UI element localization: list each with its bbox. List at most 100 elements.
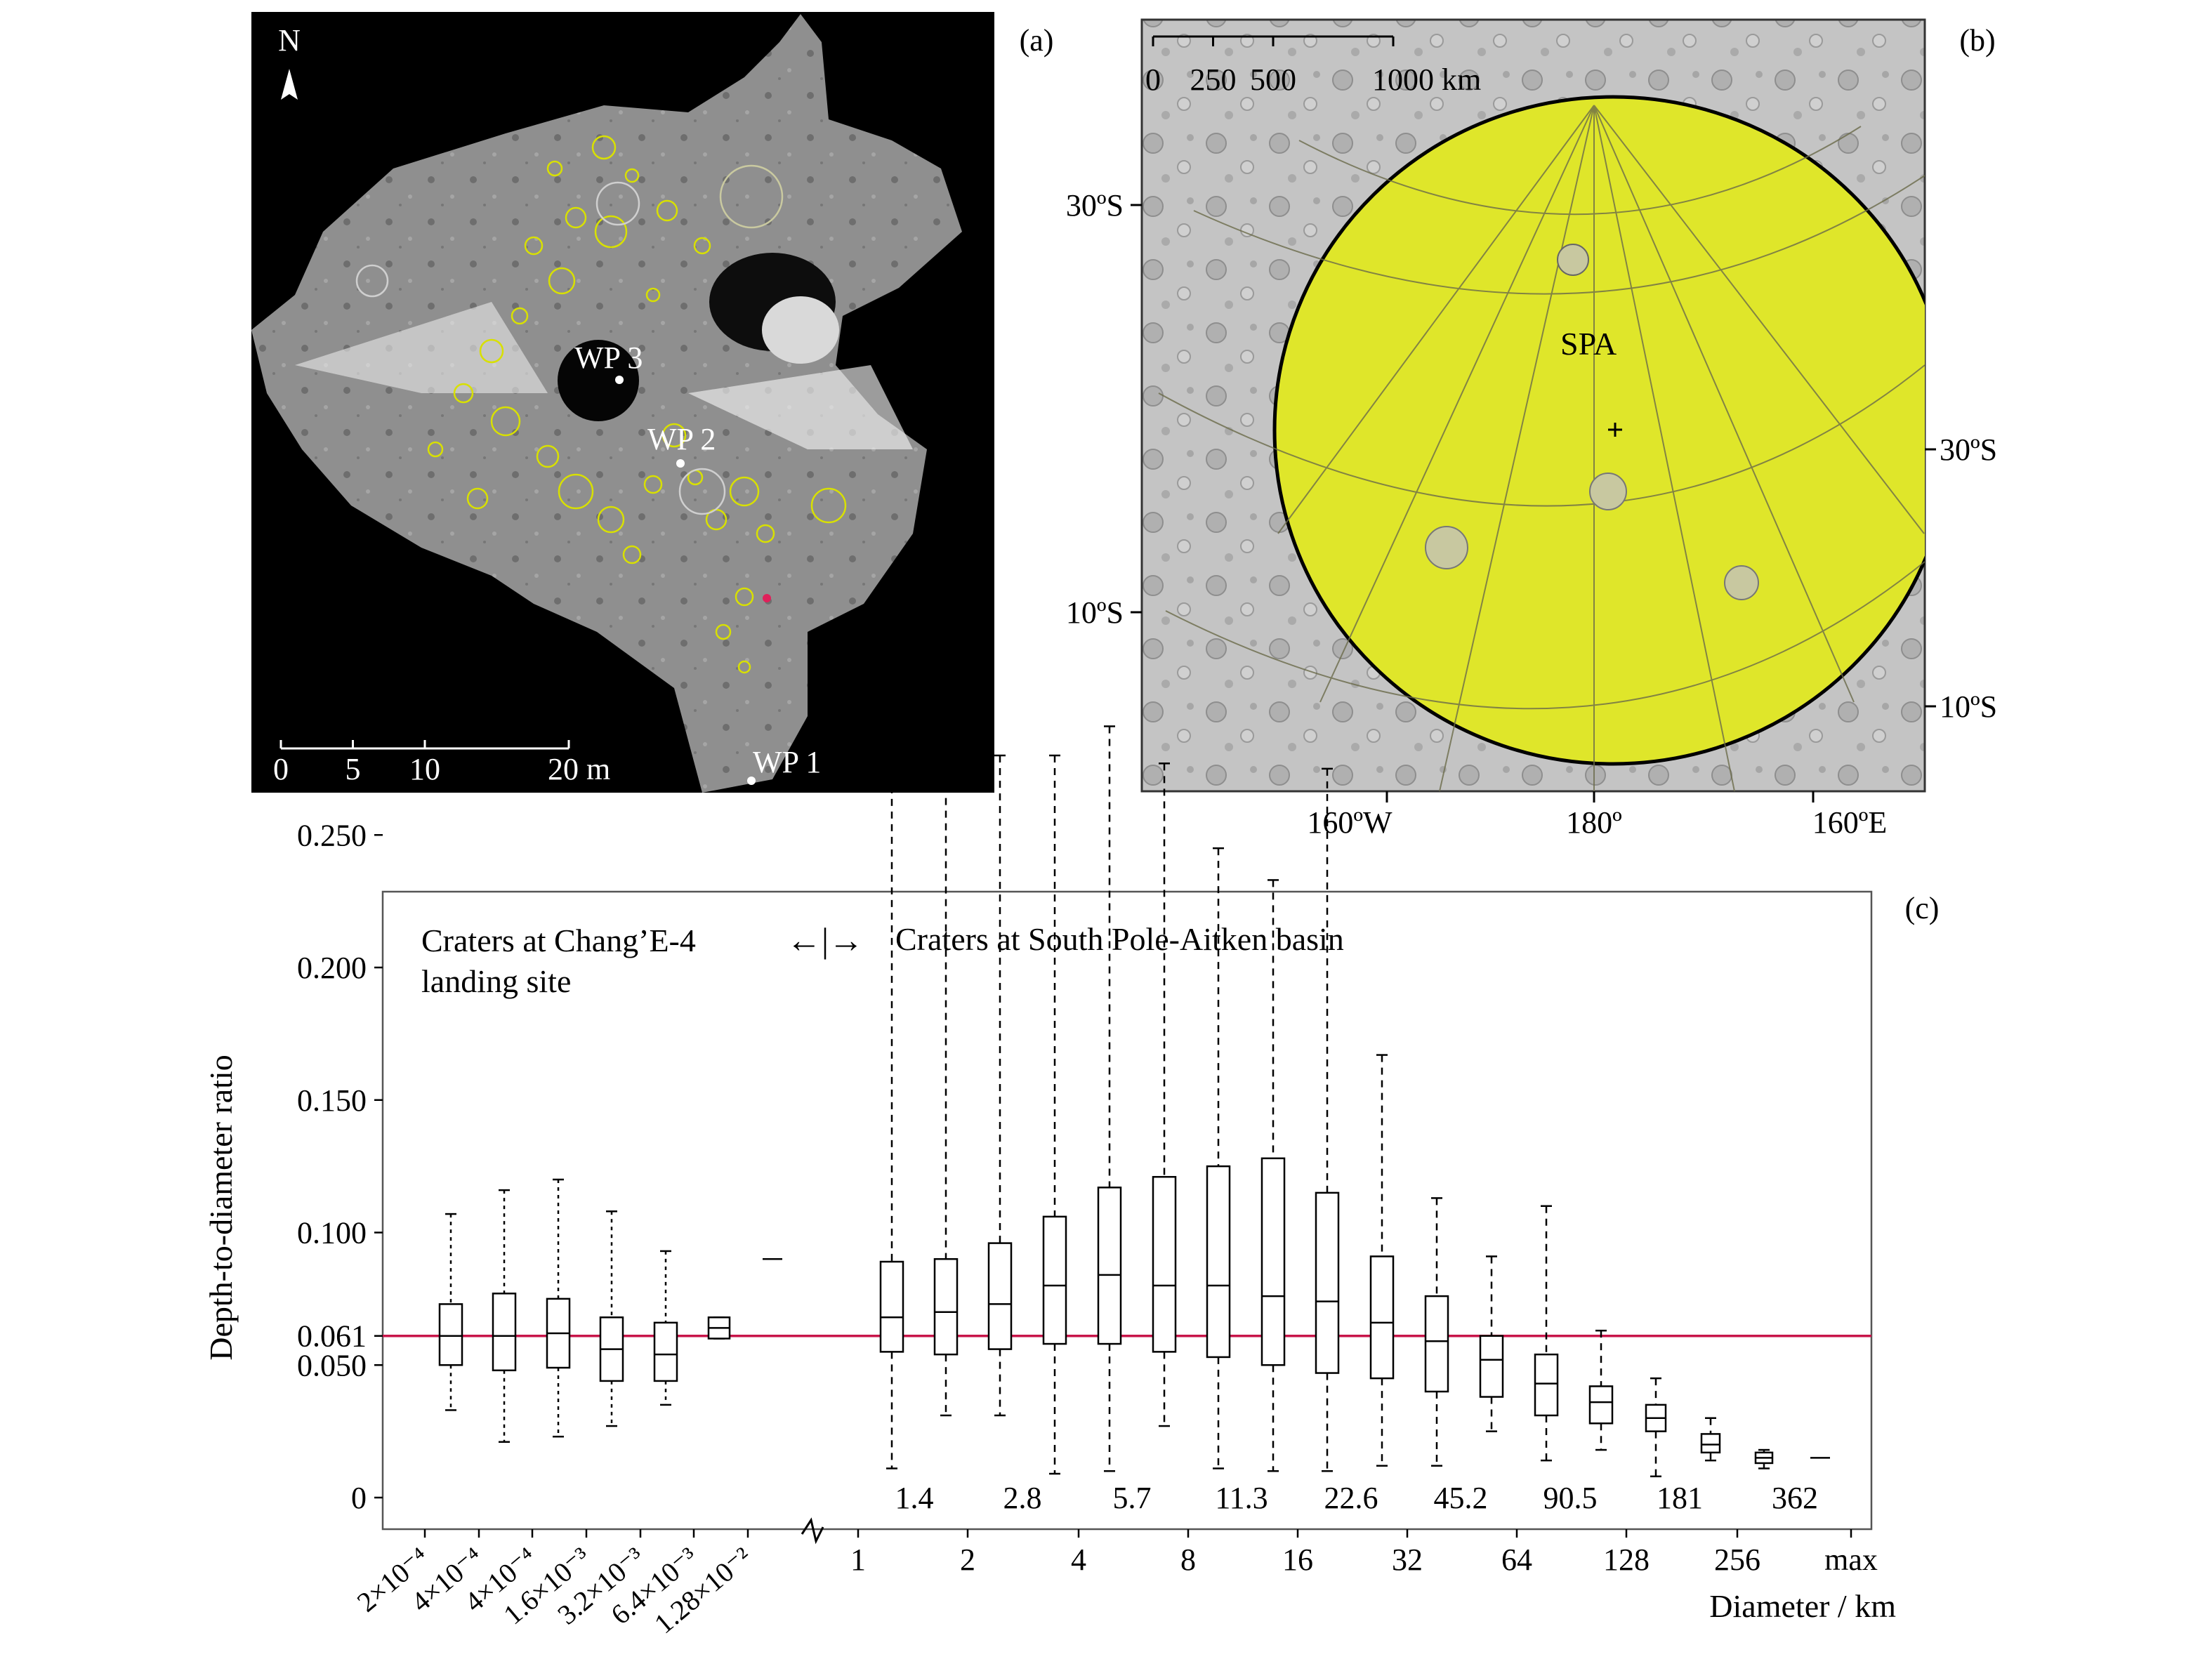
spa-basin <box>1272 95 1925 766</box>
panel-a-label: (a) <box>1020 23 1054 58</box>
bin-label: 181 <box>1657 1481 1703 1515</box>
basin-center-icon <box>1608 423 1622 437</box>
bin-label: 11.3 <box>1215 1481 1268 1515</box>
right-box <box>1097 725 1122 1472</box>
light-streak <box>295 302 548 393</box>
y-tick-label: 0.300 <box>297 686 367 720</box>
shadow-crater <box>558 340 639 421</box>
bin-label: 2.8 <box>1003 1481 1042 1515</box>
right-box <box>1206 847 1231 1469</box>
lat-label-left-30s: 30ºS <box>1066 188 1124 223</box>
panel-b-label: (b) <box>1959 23 1995 58</box>
scale-b-label: 0 <box>1145 62 1161 97</box>
bin-label: 90.5 <box>1543 1481 1598 1515</box>
scale-b-label: 250 <box>1190 62 1237 97</box>
right-group-label: Craters at South Pole-Aitken basin <box>895 921 1344 957</box>
right-box <box>1260 879 1286 1472</box>
panel-c-label: (c) <box>1905 891 1940 925</box>
left-group-label-line1: Craters at Chang’E-4 <box>421 923 696 958</box>
bright-crater <box>762 296 839 364</box>
axis-break-icon <box>801 1517 824 1545</box>
box-series <box>438 709 1830 1478</box>
right-box <box>1369 1054 1395 1467</box>
y-tick-label: 0.150 <box>297 1083 367 1118</box>
x-tick-label: 16 <box>1282 1543 1313 1577</box>
north-arrow-icon <box>281 69 298 100</box>
right-box <box>1534 1205 1559 1462</box>
left-box <box>707 1316 731 1340</box>
right-box <box>1645 1377 1667 1478</box>
lon-label-160w: 160ºW <box>1307 805 1393 840</box>
left-box <box>653 1250 678 1406</box>
graticule <box>1158 105 1925 791</box>
spa-label: SPA <box>1560 326 1617 362</box>
y-tick-label: 0.061 <box>297 1319 367 1354</box>
lander-marker <box>763 594 771 602</box>
lat-ticks <box>1131 204 1936 708</box>
bin-labels: 1.4 2.8 5.7 11.3 22.6 45.2 90.5 181 362 <box>895 1481 1819 1515</box>
right-box <box>933 746 959 1417</box>
right-box <box>1588 1329 1614 1451</box>
right-box <box>1042 754 1067 1475</box>
waypoint-1-marker <box>747 777 756 785</box>
x-tick-label: max <box>1824 1543 1878 1577</box>
right-box <box>1700 1417 1721 1462</box>
lon-ticks <box>1385 791 1815 803</box>
x-axis: 2×10⁻⁴4×10⁻⁴4×10⁻⁴1.6×10⁻³3.2×10⁻³6.4×10… <box>351 1529 1878 1639</box>
north-label: N <box>278 23 301 58</box>
x-tick-label: 128 <box>1603 1543 1650 1577</box>
x-tick-label: 32 <box>1392 1543 1423 1577</box>
panel-a-mosaic <box>251 14 962 793</box>
y-tick-label: 0.200 <box>297 951 367 985</box>
waypoint-3-label: WP 3 <box>574 341 643 375</box>
bin-label: 45.2 <box>1434 1481 1488 1515</box>
x-tick-label: 4 <box>1071 1543 1086 1577</box>
y-tick-label: 0.050 <box>297 1348 367 1382</box>
waypoint-3-marker <box>615 376 624 384</box>
lat-label-right-10s: 10ºS <box>1940 689 1997 724</box>
y-axis-title: Depth-to-diameter ratio <box>203 1055 239 1361</box>
y-tick-label: 0.100 <box>297 1216 367 1250</box>
waypoint-2-marker <box>676 459 685 468</box>
scale-bar-a: 0 5 10 20 m <box>273 740 610 786</box>
x-tick-label: 1 <box>850 1543 866 1577</box>
right-box <box>1754 1448 1774 1469</box>
bin-label: 22.6 <box>1324 1481 1378 1515</box>
scale-b-label: 1000 km <box>1372 62 1481 97</box>
left-box <box>492 1189 517 1443</box>
scale-a-label: 0 <box>273 752 289 786</box>
right-box <box>987 754 1013 1417</box>
y-tick-label: 0 <box>351 1481 367 1515</box>
y-tick-label: 0.250 <box>297 818 367 852</box>
group-divider-arrow: ←|→ <box>786 920 864 960</box>
x-tick-label: 2 <box>960 1543 975 1577</box>
bin-label: 362 <box>1772 1481 1818 1515</box>
x-tick-label: 64 <box>1501 1543 1532 1577</box>
right-box <box>1315 767 1340 1472</box>
scale-a-label: 5 <box>345 752 361 786</box>
lon-label-180: 180º <box>1566 805 1622 840</box>
scale-b-label: 500 <box>1250 62 1296 97</box>
crater-markers <box>355 135 847 674</box>
light-streak-2 <box>688 365 913 449</box>
right-box <box>1424 1197 1449 1467</box>
scale-a-label: 20 m <box>548 752 610 786</box>
panel-a: N WP 3 WP 2 WP 1 0 5 10 20 m (a) <box>251 12 1053 793</box>
right-box <box>879 709 904 1469</box>
lon-label-160e: 160ºE <box>1812 805 1888 840</box>
north-arrow: N <box>278 23 301 100</box>
x-tick-label: 8 <box>1180 1543 1196 1577</box>
scale-bar-b: 0 250 500 1000 km <box>1145 35 1481 97</box>
lat-label-right-30s: 30ºS <box>1940 432 1997 467</box>
scale-a-label: 10 <box>409 752 440 786</box>
panel-b: SPA 0 250 500 1000 km 30ºS 10ºS 30ºS 10ºS 1… <box>1066 18 1997 840</box>
left-box <box>438 1213 463 1411</box>
left-box <box>599 1210 624 1427</box>
left-box <box>546 1178 571 1438</box>
x-tick-label: 256 <box>1714 1543 1760 1577</box>
waypoint-1-label: WP 1 <box>753 745 821 779</box>
lat-label-left-10s: 10ºS <box>1066 595 1124 630</box>
